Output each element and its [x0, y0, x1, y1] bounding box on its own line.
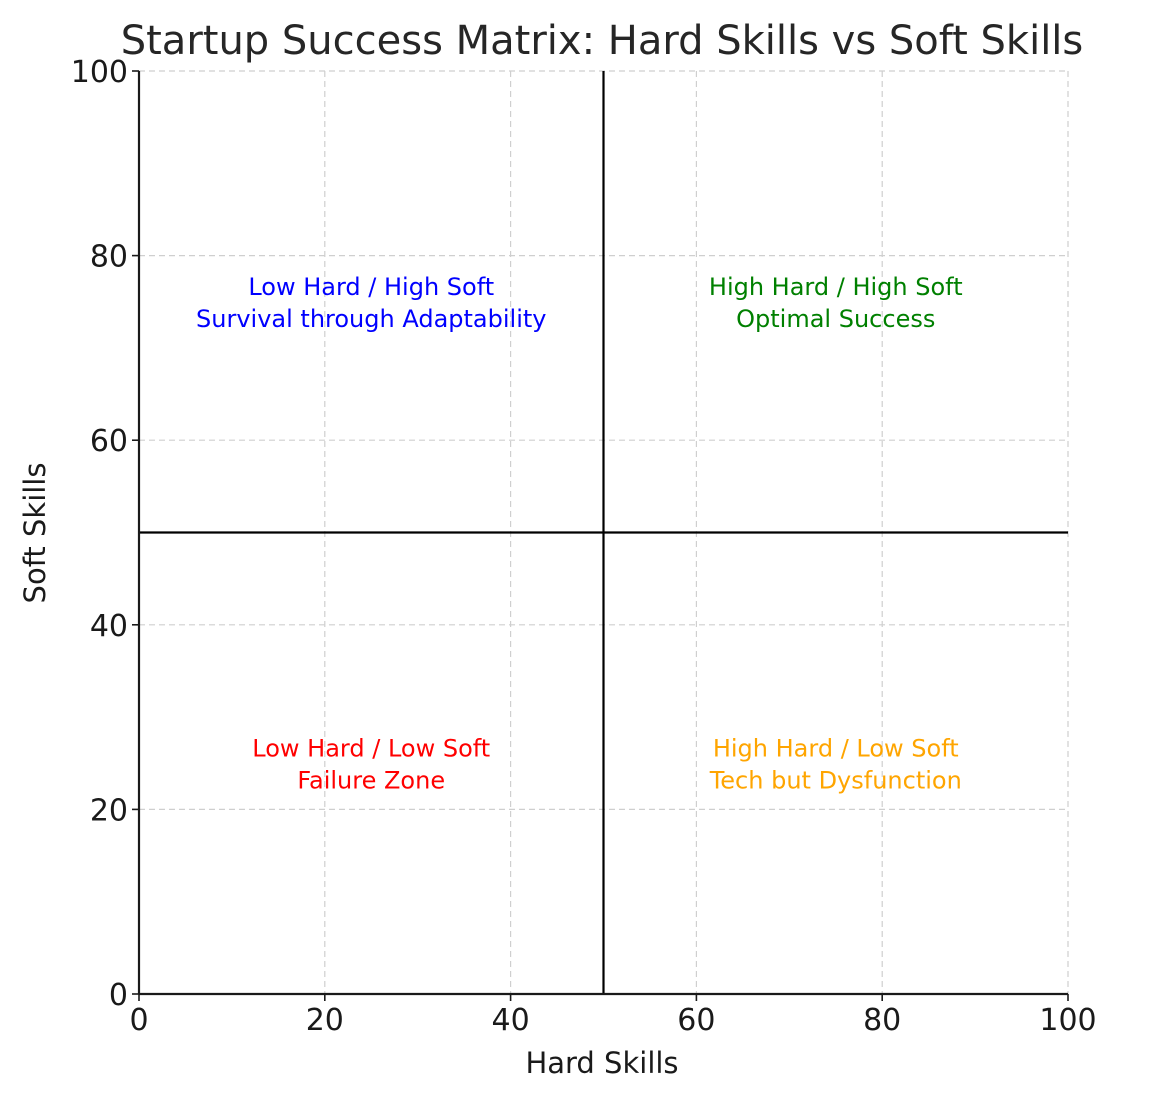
y-tick-label-0: 0: [109, 978, 128, 1013]
q-top-left-label-line-1: Low Hard / High Soft: [248, 273, 494, 301]
axes: [132, 70, 1069, 1001]
y-tick-label-40: 40: [90, 609, 128, 644]
y-tick-label-60: 60: [90, 424, 128, 459]
y-axis-label: Soft Skills: [18, 463, 52, 604]
x-tick-label-60: 60: [677, 1003, 715, 1038]
tick-labels: 0 20 40 60 80 100 0 20 40 60 80 100: [71, 55, 1097, 1038]
y-tick-label-80: 80: [90, 240, 128, 275]
y-tick-label-100: 100: [71, 55, 128, 90]
q-bottom-right-label-line-2: Tech but Dysfunction: [709, 766, 962, 794]
chart-title: Startup Success Matrix: Hard Skills vs S…: [121, 18, 1084, 64]
q-bottom-right-label-line-1: High Hard / Low Soft: [713, 734, 959, 762]
quadrant-labels: Low Hard / High Soft Survival through Ada…: [196, 273, 963, 795]
q-top-right-label-line-2: Optimal Success: [736, 305, 935, 333]
q-top-right-label-line-1: High Hard / High Soft: [709, 273, 963, 301]
y-tick-label-20: 20: [90, 793, 128, 828]
x-tick-label-20: 20: [306, 1003, 344, 1038]
q-top-left-label-line-2: Survival through Adaptability: [196, 305, 546, 333]
x-axis-label: Hard Skills: [525, 1046, 678, 1080]
quadrant-dividers: [139, 71, 1068, 994]
x-tick-label-100: 100: [1039, 1003, 1096, 1038]
x-tick-label-0: 0: [129, 1003, 148, 1038]
q-bottom-left-label-line-2: Failure Zone: [297, 766, 445, 794]
q-bottom-left-label-line-1: Low Hard / Low Soft: [252, 734, 490, 762]
x-tick-label-80: 80: [863, 1003, 901, 1038]
x-tick-label-40: 40: [492, 1003, 530, 1038]
